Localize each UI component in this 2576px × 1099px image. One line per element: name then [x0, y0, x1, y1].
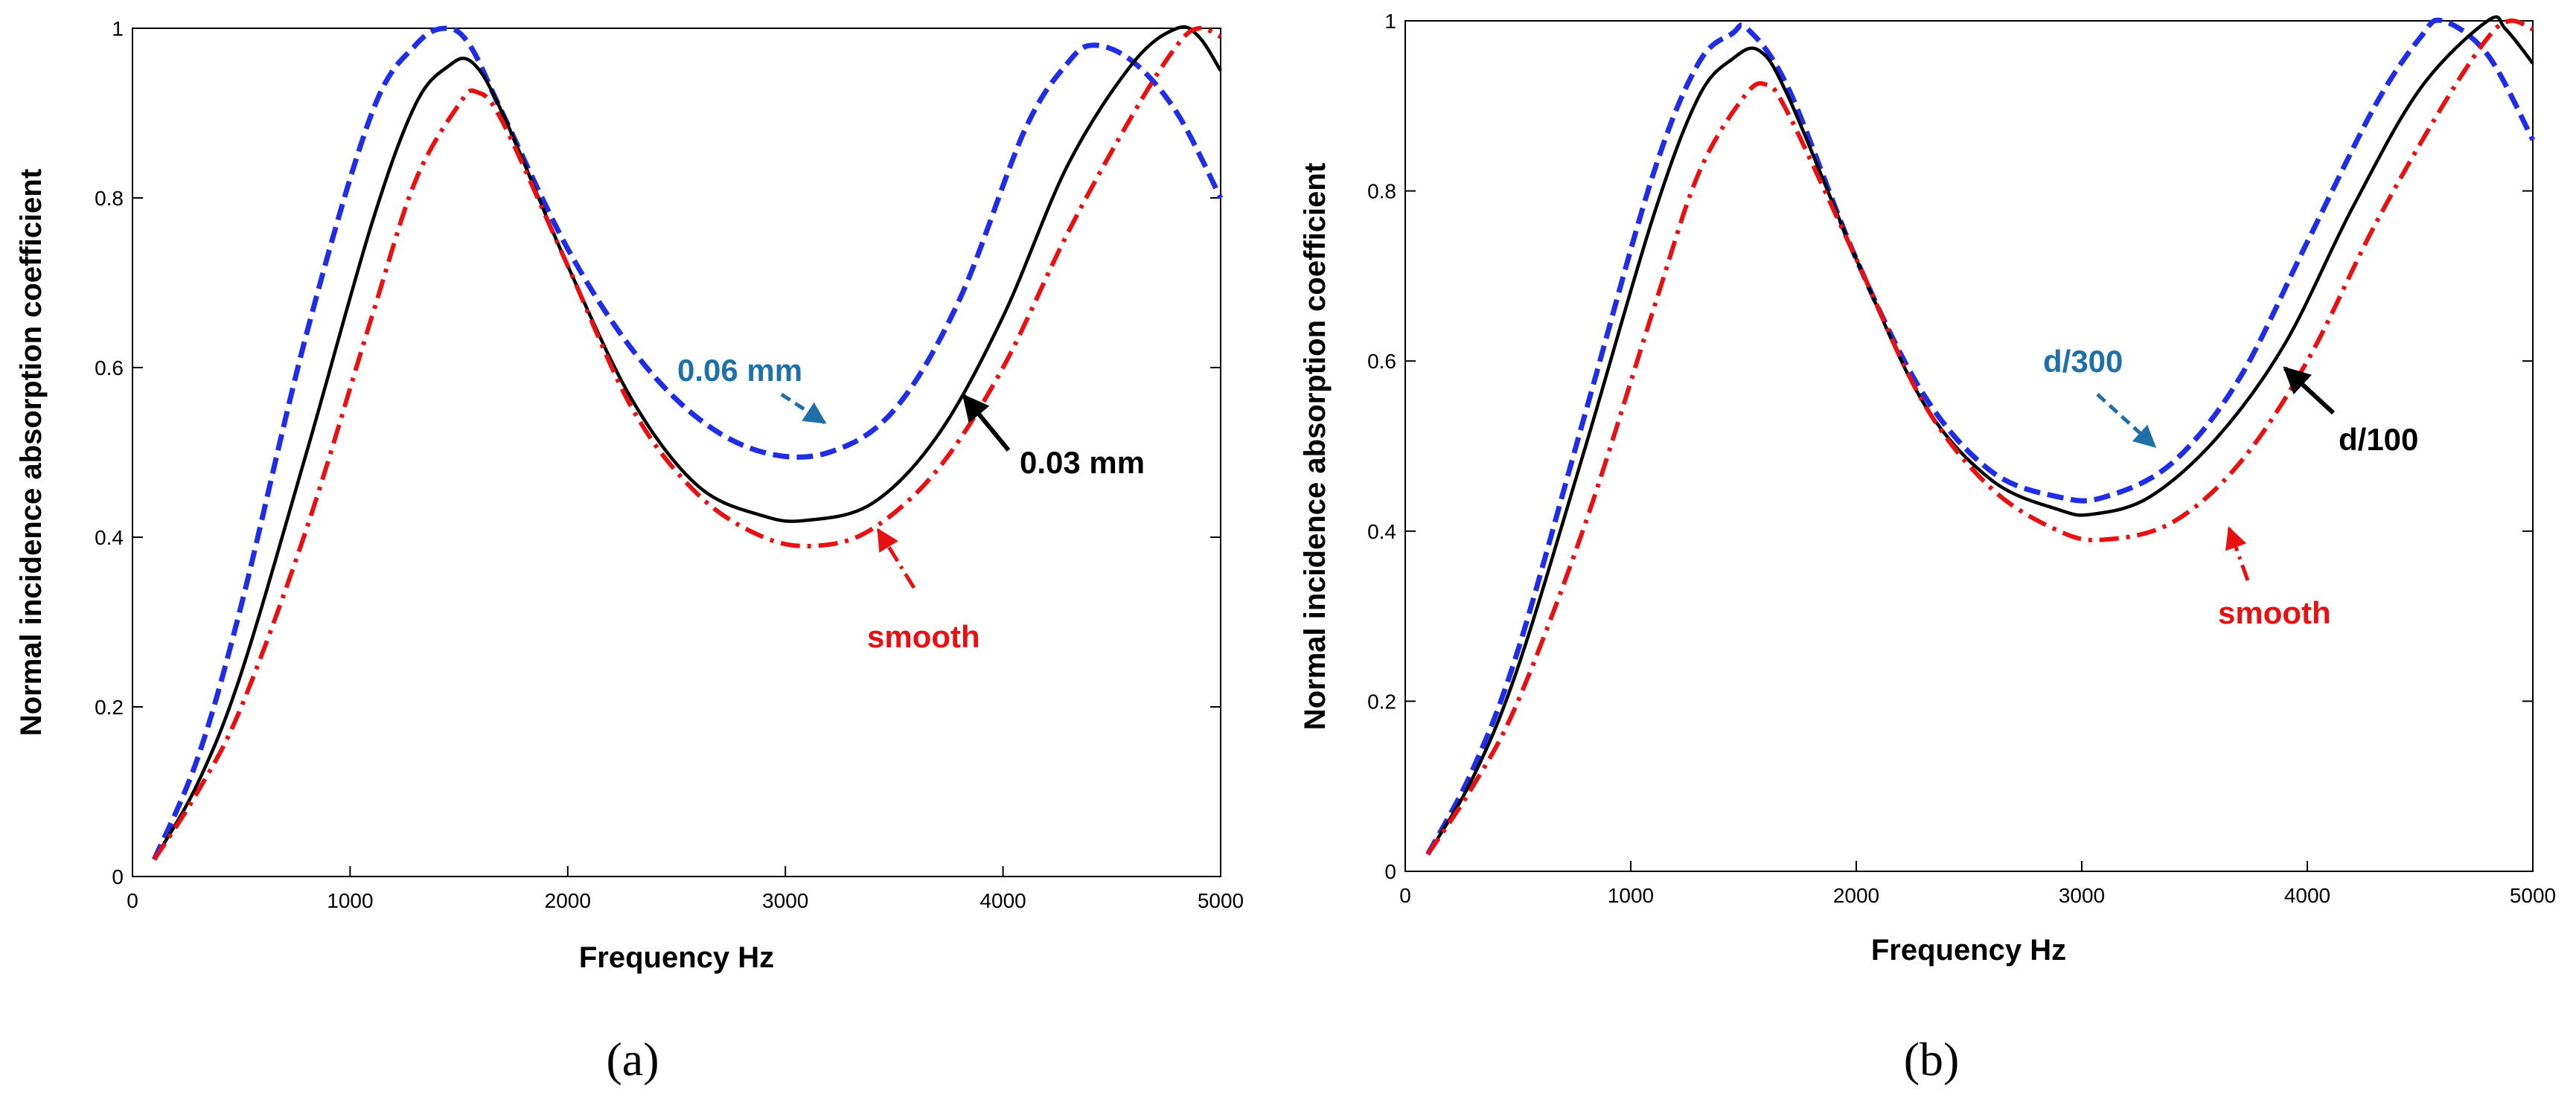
y-tick-label: 1	[1384, 10, 1396, 33]
series-line-smooth	[1425, 18, 2534, 856]
series-group	[1425, 15, 2536, 856]
annotation-black-arrow	[2283, 366, 2336, 415]
y-tick-label: 0.2	[1367, 690, 1396, 713]
series-line-0-03-mm	[153, 25, 1222, 861]
series-line-0-06-mm	[152, 25, 1224, 861]
plot-frame	[132, 28, 1221, 877]
x-tick-label: 0	[1399, 884, 1411, 907]
x-tick-label: 5000	[2510, 884, 2556, 907]
panel-label: (a)	[606, 1033, 659, 1086]
series-line-smooth	[152, 25, 1222, 861]
x-tick-label: 2000	[1833, 884, 1879, 907]
panel-label: (b)	[1904, 1033, 1960, 1086]
y-tick-label: 0	[1384, 860, 1396, 883]
annotation-black: 0.03 mm	[1020, 445, 1145, 480]
x-axis-label: Frequency Hz	[579, 941, 774, 974]
y-tick-label: 0.8	[1367, 180, 1396, 203]
chart-panel-a: 0 1000 2000 3000 4000 5000 0 0.2 0.4 0.6 0.8 1 Freq…	[15, 17, 1244, 1086]
y-tick-label: 0.2	[95, 696, 124, 719]
ticks-group: 0 1000 2000 3000 4000 5000 0 0.2 0.4 0.6 0.8 1	[95, 17, 1244, 912]
x-tick-label: 3000	[762, 889, 808, 912]
x-tick-label: 2000	[545, 889, 591, 912]
x-tick-label: 4000	[2284, 884, 2330, 907]
y-tick-label: 0.8	[95, 187, 124, 210]
y-tick-label: 1	[112, 17, 124, 40]
annotation-blue-arrow	[780, 392, 827, 425]
annotation-blue: 0.06 mm	[677, 353, 802, 388]
annotation-blue: d/300	[2043, 344, 2123, 379]
chart-panel-b: 0 1000 2000 3000 4000 5000 0 0.2 0.4 0.6 0.8 1 Freq…	[1299, 10, 2556, 1086]
y-axis-label: Normal incidence absorption coefficient	[15, 169, 48, 736]
annotation-blue-arrow	[2096, 393, 2157, 449]
annotation-red-arrow	[2225, 526, 2250, 581]
x-axis-label: Frequency Hz	[1871, 934, 2066, 967]
y-tick-label: 0.6	[95, 356, 124, 379]
y-tick-label: 0.4	[95, 526, 124, 549]
x-tick-label: 1000	[327, 889, 373, 912]
x-tick-label: 4000	[979, 889, 1026, 912]
x-tick-label: 3000	[2059, 884, 2105, 907]
y-tick-label: 0.4	[1367, 520, 1396, 543]
y-tick-label: 0.6	[1367, 350, 1396, 373]
annotation-red-arrow	[876, 528, 916, 589]
y-tick-label: 0	[112, 865, 124, 888]
x-tick-label: 0	[127, 889, 138, 912]
ticks-group: 0 1000 2000 3000 4000 5000 0 0.2 0.4 0.6 0.8 1	[1367, 10, 2556, 907]
series-line-d-300	[1425, 17, 2536, 856]
annotation-red: smooth	[867, 619, 980, 654]
plot-frame	[1404, 20, 2534, 872]
y-axis-label: Normal incidence absorption coefficient	[1299, 163, 1332, 730]
series-group	[152, 25, 1224, 861]
annotation-black-arrow	[962, 394, 1011, 452]
annotation-red: smooth	[2218, 595, 2331, 630]
annotation-black: d/100	[2339, 422, 2418, 457]
x-tick-label: 5000	[1198, 889, 1244, 912]
x-tick-label: 1000	[1608, 884, 1654, 907]
